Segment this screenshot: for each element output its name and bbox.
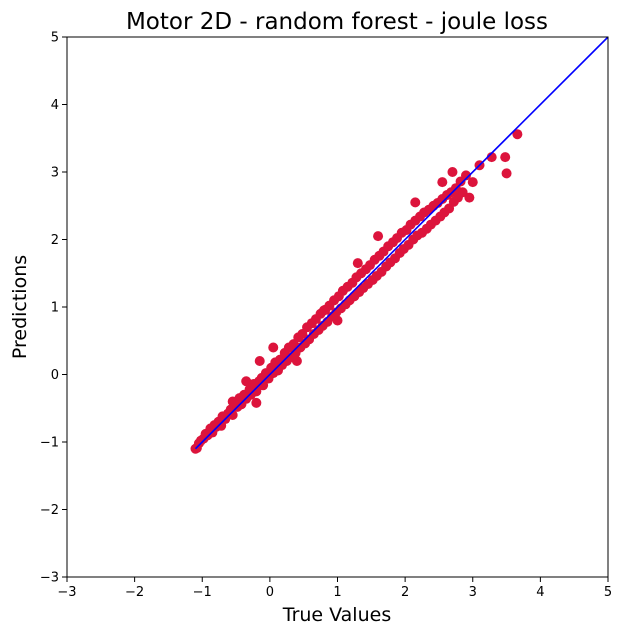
- y-tick-label: 1: [51, 301, 59, 316]
- y-axis: −3 −2 −1 0 1 2 3 4 5: [40, 31, 67, 586]
- y-axis-label: Predictions: [9, 255, 31, 359]
- chart-title: Motor 2D - random forest - joule loss: [126, 9, 548, 35]
- x-tick-label: 1: [333, 585, 341, 600]
- data-point: [318, 305, 329, 316]
- y-tick-label: 2: [51, 233, 59, 248]
- data-point: [352, 258, 363, 269]
- x-tick-label: 0: [266, 585, 274, 600]
- data-point: [467, 177, 478, 188]
- data-point: [254, 356, 265, 366]
- data-point: [512, 129, 523, 140]
- data-point: [227, 410, 238, 420]
- data-point: [457, 187, 468, 198]
- data-point: [464, 192, 475, 203]
- y-tick-label: 4: [51, 98, 59, 113]
- y-tick-label: 5: [51, 31, 59, 46]
- data-point: [332, 315, 343, 326]
- x-tick-label: −1: [193, 585, 212, 600]
- x-tick-label: 5: [604, 585, 612, 600]
- x-tick-label: 4: [536, 585, 544, 600]
- data-point: [410, 197, 421, 208]
- data-point: [460, 170, 471, 181]
- x-tick-label: −3: [57, 585, 76, 600]
- data-point: [291, 356, 302, 366]
- reference-line: [194, 36, 609, 450]
- y-tick-label: −1: [40, 436, 59, 451]
- data-point: [447, 167, 458, 177]
- x-axis: −3 −2 −1 0 1 2 3 4 5: [57, 577, 612, 600]
- data-point: [437, 177, 448, 188]
- y-tick-label: 0: [51, 368, 59, 383]
- data-point: [373, 231, 384, 242]
- x-tick-label: 3: [469, 585, 477, 600]
- data-point: [268, 342, 279, 353]
- x-tick-label: 2: [401, 585, 409, 600]
- x-tick-label: −2: [125, 585, 144, 600]
- data-point: [501, 168, 512, 179]
- y-tick-label: 3: [51, 166, 59, 181]
- points-layer: [190, 129, 523, 454]
- data-point: [500, 152, 511, 163]
- data-point: [251, 386, 262, 397]
- data-point: [251, 397, 262, 408]
- data-point: [227, 396, 238, 407]
- y-tick-label: −2: [40, 503, 59, 518]
- reference-line-layer: [194, 36, 609, 450]
- y-tick-label: −3: [40, 571, 59, 586]
- data-point: [241, 376, 252, 387]
- x-axis-label: True Values: [282, 604, 391, 626]
